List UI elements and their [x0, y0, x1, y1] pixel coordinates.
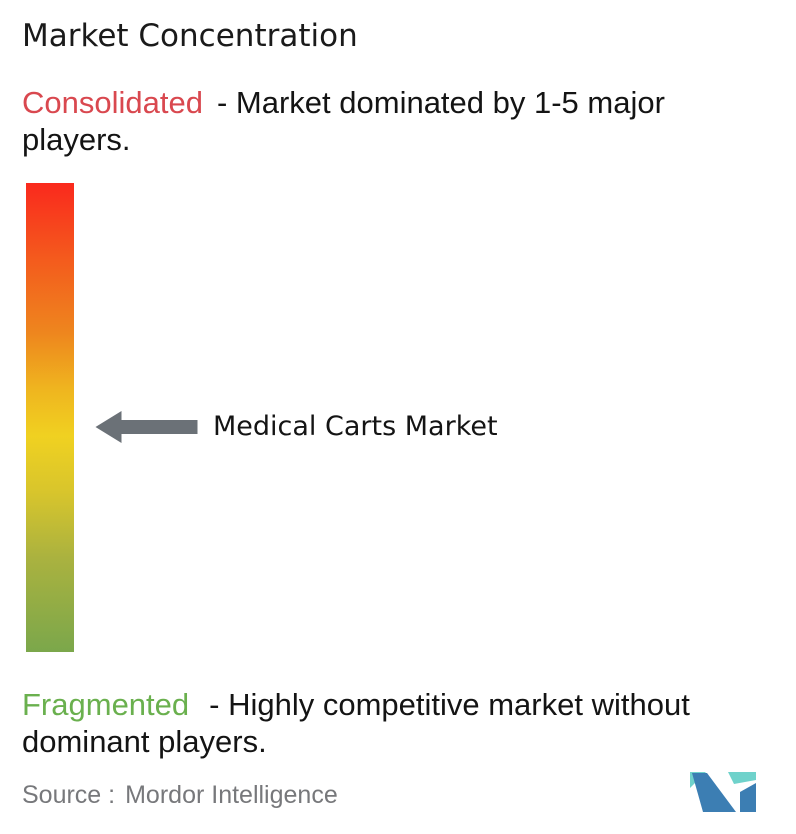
source-line: Source : Mordor Intelligence — [22, 781, 338, 810]
mordor-intelligence-logo — [690, 772, 756, 812]
logo-blue-right-bar — [740, 783, 756, 812]
consolidated-description-text: - Market dominated by 1-5 major players. — [22, 85, 665, 157]
indicator-label: Medical Carts Market — [213, 411, 498, 442]
consolidated-description: Consolidated - Market dominated by 1-5 ma… — [22, 84, 737, 158]
concentration-gradient-bar — [26, 183, 74, 652]
fragmented-description: Fragmented - Highly competitive market wi… — [22, 686, 737, 760]
fragmented-description-text: - Highly competitive market without domi… — [22, 687, 690, 759]
left-arrow-icon — [95, 411, 198, 443]
logo-teal-right-wedge — [728, 772, 756, 784]
left-arrow-shape — [95, 411, 198, 443]
logo-blue-main-diagonal — [692, 773, 736, 812]
source-value: Mordor Intelligence — [125, 781, 338, 809]
consolidated-label: Consolidated — [22, 85, 203, 120]
page-title: Market Concentration — [22, 18, 358, 54]
fragmented-label: Fragmented — [22, 687, 190, 722]
source-label: Source : — [22, 781, 116, 809]
